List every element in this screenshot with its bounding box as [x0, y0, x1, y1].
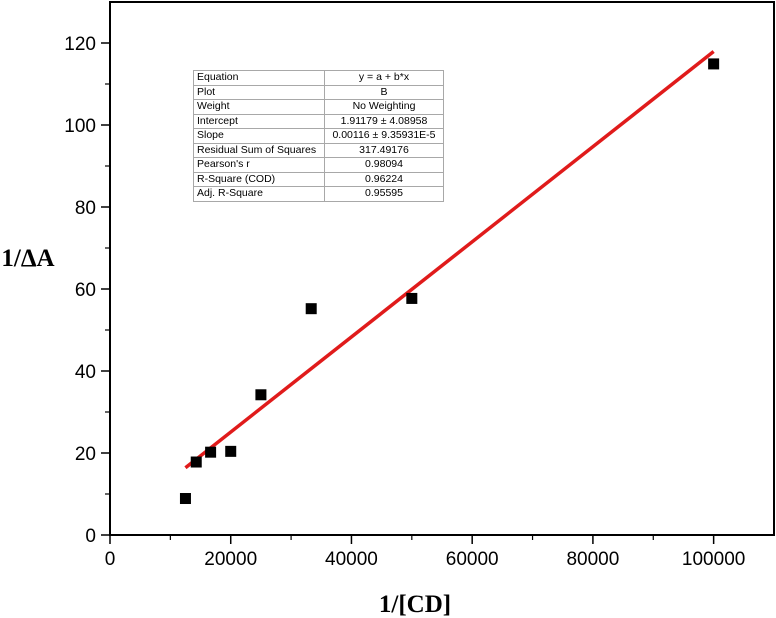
fit-table-row: Equation y = a + b*x [193, 70, 444, 86]
x-tick-label: 40000 [325, 549, 378, 570]
fit-table-row: Residual Sum of Squares 317.49176 [193, 142, 444, 158]
x-tick-labels: 0 20000 40000 60000 80000 100000 [105, 549, 746, 570]
fit-table-value: 0.00116 ± 9.35931E-5 [324, 128, 444, 144]
y-tick-label: 40 [75, 362, 96, 383]
x-axis-title: 1/[CD] [379, 591, 451, 618]
data-points [179, 58, 720, 505]
data-point [708, 58, 720, 70]
fit-table-row: Adj. R-Square 0.95595 [193, 186, 444, 202]
fit-table-row: Weight No Weighting [193, 99, 444, 115]
fit-table-row: Intercept 1.91179 ± 4.08958 [193, 113, 444, 129]
fit-table-row: Slope 0.00116 ± 9.35931E-5 [193, 128, 444, 144]
fit-table-label: Residual Sum of Squares [193, 142, 325, 158]
y-tick-label: 20 [75, 444, 96, 465]
y-tick-label: 60 [75, 280, 96, 301]
fit-table-label: R-Square (COD) [193, 171, 325, 187]
fit-results-table: Equation y = a + b*x Plot B Weight No Weighti… [193, 70, 444, 202]
fit-table-label: Slope [193, 128, 325, 144]
fit-table-label: Intercept [193, 113, 325, 129]
fit-table-label: Adj. R-Square [193, 186, 325, 202]
fit-table-row: Pearson's r 0.98094 [193, 157, 444, 173]
y-tick-label: 120 [64, 34, 96, 55]
fit-table-value: B [324, 84, 444, 100]
x-tick-label: 80000 [566, 549, 619, 570]
fit-line [184, 50, 715, 470]
axis-ticks [101, 42, 715, 544]
y-tick-label: 80 [75, 198, 96, 219]
x-tick-label: 0 [105, 549, 116, 570]
x-tick-label: 60000 [446, 549, 499, 570]
fit-table-row: Plot B [193, 84, 444, 100]
x-tick-label: 100000 [682, 549, 745, 570]
fit-results-table-container: Equation y = a + b*x Plot B Weight No Weighti… [193, 70, 444, 202]
fit-table-value: 0.96224 [324, 171, 444, 187]
fit-table-value: No Weighting [324, 99, 444, 115]
fit-table-value: y = a + b*x [324, 70, 444, 86]
data-point [190, 456, 202, 468]
data-point [406, 292, 418, 304]
data-point [255, 389, 267, 401]
y-tick-label: 100 [64, 116, 96, 137]
fit-table-value: 0.95595 [324, 186, 444, 202]
fit-table-value: 0.98094 [324, 157, 444, 173]
data-point [305, 303, 317, 315]
fit-table-value: 1.91179 ± 4.08958 [324, 113, 444, 129]
fit-table-row: R-Square (COD) 0.96224 [193, 171, 444, 187]
y-tick-label: 0 [85, 526, 96, 547]
fit-table-label: Plot [193, 84, 325, 100]
x-tick-label: 20000 [204, 549, 257, 570]
data-point [225, 445, 237, 457]
data-point [205, 446, 217, 458]
fit-table-label: Weight [193, 99, 325, 115]
fit-table-label: Equation [193, 70, 325, 86]
fit-table-label: Pearson's r [193, 157, 325, 173]
data-point [179, 493, 191, 505]
y-tick-labels: 0 20 40 60 80 100 120 [64, 34, 96, 547]
y-axis-title: 1/ΔA [1, 245, 54, 272]
fit-table-value: 317.49176 [324, 142, 444, 158]
